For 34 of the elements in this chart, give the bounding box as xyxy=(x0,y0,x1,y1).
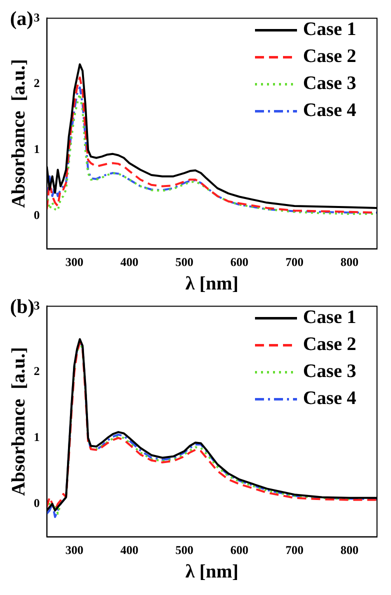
x-tick-label: 600 xyxy=(230,543,248,558)
chart-title: (a) xyxy=(10,8,34,30)
x-tick-label: 700 xyxy=(285,255,304,270)
legend-label: Case 2 xyxy=(303,46,356,68)
legend-label: Case 1 xyxy=(303,307,356,328)
x-tick-label: 300 xyxy=(65,543,84,558)
legend-label: Case 4 xyxy=(303,388,357,410)
y-tick-label: 0 xyxy=(34,208,40,222)
chart-title: (b) xyxy=(10,296,34,318)
legend-label: Case 3 xyxy=(303,361,356,382)
legend-label: Case 3 xyxy=(303,73,356,94)
x-tick-label: 600 xyxy=(230,255,248,270)
x-tick-label: 800 xyxy=(340,543,358,558)
x-tick-label: 400 xyxy=(120,543,138,558)
x-tick-label: 500 xyxy=(175,255,194,270)
x-axis-title: λ [nm] xyxy=(185,274,238,295)
y-tick-label: 0 xyxy=(34,496,40,510)
y-tick-label: 1 xyxy=(34,142,40,156)
x-tick-label: 800 xyxy=(340,255,358,270)
x-tick-label: 300 xyxy=(65,255,84,270)
y-tick-label: 3 xyxy=(34,10,40,24)
y-tick-label: 2 xyxy=(34,76,40,90)
y-tick-label: 2 xyxy=(34,364,40,378)
y-axis-title: Absorbance [a.u.] xyxy=(8,347,30,496)
y-axis-title: Absorbance [a.u.] xyxy=(8,59,30,208)
x-axis-title: λ [nm] xyxy=(185,562,238,583)
legend-label: Case 4 xyxy=(303,100,357,122)
y-tick-label: 3 xyxy=(34,298,40,312)
x-tick-label: 700 xyxy=(285,543,304,558)
legend-label: Case 2 xyxy=(303,334,356,356)
x-tick-label: 400 xyxy=(120,255,138,270)
legend-label: Case 1 xyxy=(303,19,356,40)
y-tick-label: 1 xyxy=(34,430,40,444)
x-tick-label: 500 xyxy=(175,543,194,558)
